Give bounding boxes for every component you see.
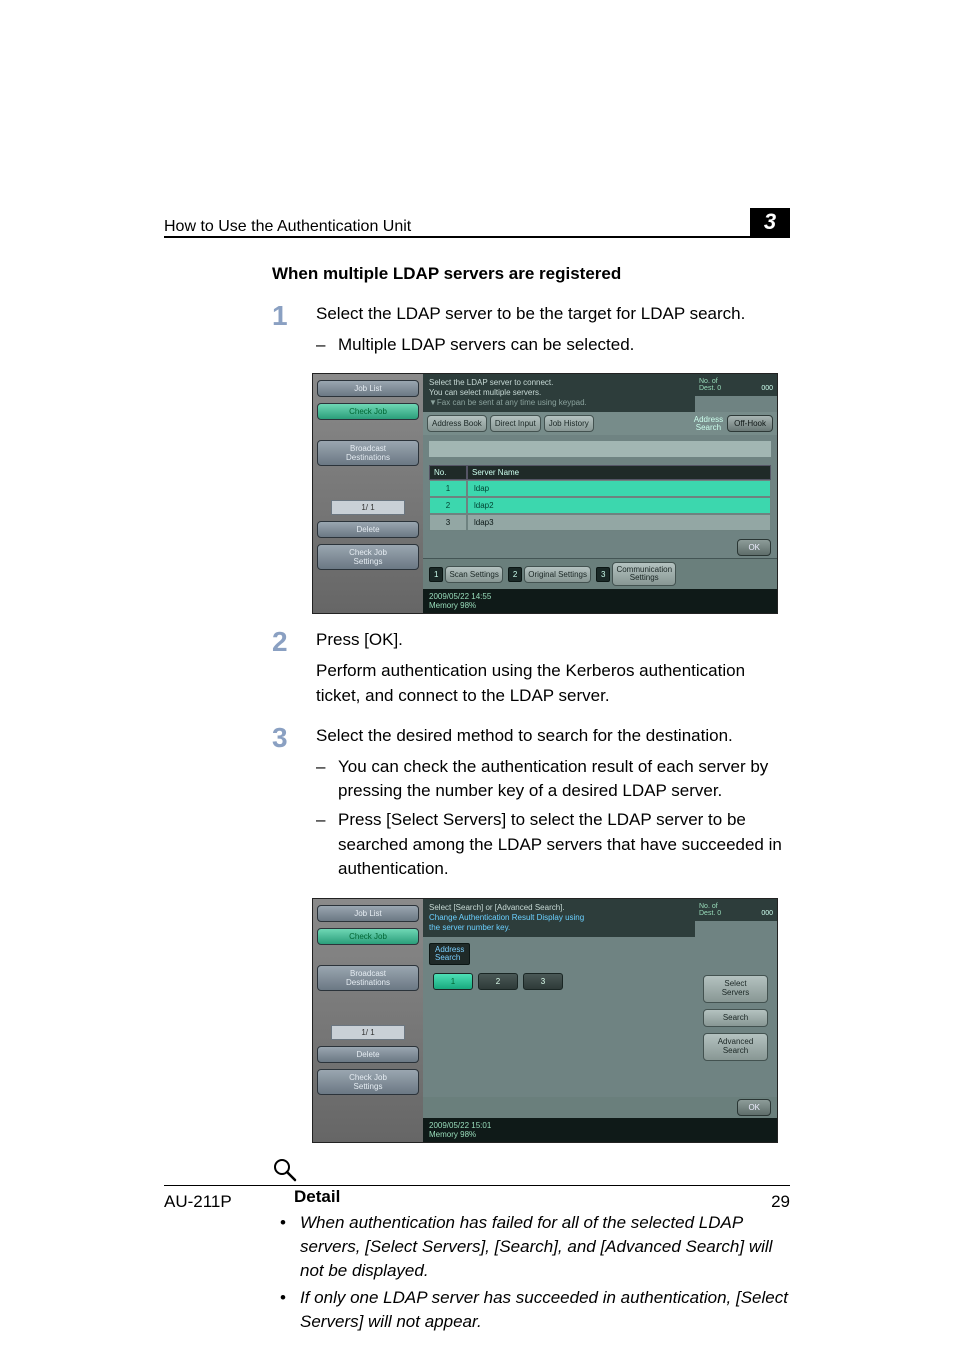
advanced-search-button[interactable]: Advanced Search xyxy=(703,1033,768,1061)
tab-job-history[interactable]: Job History xyxy=(544,415,594,432)
step-text: Select the LDAP server to be the target … xyxy=(316,302,790,327)
job-list-button[interactable]: Job List xyxy=(317,905,419,922)
address-search-label[interactable]: Address Search xyxy=(694,416,723,432)
detail-bullets: When authentication has failed for all o… xyxy=(272,1211,790,1334)
table-row[interactable]: 1 ldap xyxy=(429,480,771,497)
step-body: Select the desired method to search for … xyxy=(316,724,790,890)
msg-line: You can select multiple servers. xyxy=(429,388,689,398)
step-number: 1 xyxy=(272,302,316,365)
footer-page-number: 29 xyxy=(771,1192,790,1212)
dest-label: No. ofDest. 0 xyxy=(699,378,721,392)
step-3: 3 Select the desired method to search fo… xyxy=(272,724,790,890)
page-counter: 1/ 1 xyxy=(331,500,405,515)
check-job-button[interactable]: Check Job xyxy=(317,403,419,420)
step-number: 2 xyxy=(272,628,316,714)
server-tab-1[interactable]: 1 xyxy=(433,973,473,990)
broadcast-button[interactable]: Broadcast Destinations xyxy=(317,965,419,991)
delete-button[interactable]: Delete xyxy=(317,521,419,538)
table-row[interactable]: 3 ldap3 xyxy=(429,514,771,531)
step-2: 2 Press [OK]. Perform authentication usi… xyxy=(272,628,790,714)
num-badge-1: 1 xyxy=(429,567,443,582)
msg-line: Select [Search] or [Advanced Search]. xyxy=(429,903,689,913)
msg-line: the server number key. xyxy=(429,923,689,933)
check-settings-button[interactable]: Check Job Settings xyxy=(317,544,419,570)
broadcast-button[interactable]: Broadcast Destinations xyxy=(317,440,419,466)
step-body: Select the LDAP server to be the target … xyxy=(316,302,790,365)
check-job-button[interactable]: Check Job xyxy=(317,928,419,945)
detail-bullet: When authentication has failed for all o… xyxy=(272,1211,790,1282)
header-rule xyxy=(164,236,790,238)
section-heading: When multiple LDAP servers are registere… xyxy=(272,264,790,284)
ok-button[interactable]: OK xyxy=(737,1099,771,1116)
bullet: You can check the authentication result … xyxy=(316,755,790,804)
status-datetime: 2009/05/22 14:55 Memory 98% xyxy=(429,592,491,610)
detail-block: Detail When authentication has failed fo… xyxy=(272,1157,790,1334)
status-datetime: 2009/05/22 15:01 Memory 98% xyxy=(429,1121,491,1139)
msg-line: ▼Fax can be sent at any time using keypa… xyxy=(429,398,689,408)
bullet: Press [Select Servers] to select the LDA… xyxy=(316,808,790,882)
footer-model: AU-211P xyxy=(164,1192,232,1212)
address-search-tag: Address Search xyxy=(429,943,470,965)
job-list-button[interactable]: Job List xyxy=(317,380,419,397)
running-header: How to Use the Authentication Unit 3 xyxy=(164,208,790,236)
scan-settings-button[interactable]: Scan Settings xyxy=(445,566,502,583)
step-text: Select the desired method to search for … xyxy=(316,724,790,749)
step-number: 3 xyxy=(272,724,316,890)
original-settings-button[interactable]: Original Settings xyxy=(524,566,591,583)
page: How to Use the Authentication Unit 3 Whe… xyxy=(0,0,954,1350)
ok-button[interactable]: OK xyxy=(737,539,771,556)
device-screenshot-2: Job List Check Job Broadcast Destination… xyxy=(312,898,776,1143)
col-server-name: Server Name xyxy=(467,465,771,480)
magnifier-icon xyxy=(272,1157,790,1183)
bullet: Multiple LDAP servers can be selected. xyxy=(316,333,790,358)
chapter-number: 3 xyxy=(750,208,790,236)
delete-button[interactable]: Delete xyxy=(317,1046,419,1063)
content-area: When multiple LDAP servers are registere… xyxy=(164,258,790,1338)
comm-settings-button[interactable]: Communication Settings xyxy=(612,562,676,586)
step-body: Press [OK]. Perform authentication using… xyxy=(316,628,790,714)
msg-line: Select the LDAP server to connect. xyxy=(429,378,689,388)
num-badge-3: 3 xyxy=(596,567,610,582)
server-tab-2[interactable]: 2 xyxy=(478,973,518,990)
tab-address-book[interactable]: Address Book xyxy=(427,415,487,432)
step-bullets: Multiple LDAP servers can be selected. xyxy=(316,333,790,358)
title-band xyxy=(429,441,771,457)
server-table: No. Server Name 1 ldap 2 ldap2 xyxy=(429,465,771,531)
dest-count: 000 xyxy=(761,385,773,392)
col-no: No. xyxy=(429,465,467,480)
table-row[interactable]: 2 ldap2 xyxy=(429,497,771,514)
step-1: 1 Select the LDAP server to be the targe… xyxy=(272,302,790,365)
step-bullets: You can check the authentication result … xyxy=(316,755,790,882)
device-screenshot-1: Job List Check Job Broadcast Destination… xyxy=(312,373,776,614)
page-counter: 1/ 1 xyxy=(331,1025,405,1040)
msg-line: Change Authentication Result Display usi… xyxy=(429,913,689,923)
check-settings-button[interactable]: Check Job Settings xyxy=(317,1069,419,1095)
tab-direct-input[interactable]: Direct Input xyxy=(490,415,541,432)
step-text: Press [OK]. xyxy=(316,628,790,653)
server-tab-3[interactable]: 3 xyxy=(523,973,563,990)
page-footer: AU-211P 29 xyxy=(164,1185,790,1212)
search-button[interactable]: Search xyxy=(703,1009,768,1028)
select-servers-button[interactable]: Select Servers xyxy=(703,975,768,1003)
dest-count: 000 xyxy=(761,910,773,917)
num-badge-2: 2 xyxy=(508,567,522,582)
step-para: Perform authentication using the Kerbero… xyxy=(316,659,790,708)
off-hook-button[interactable]: Off-Hook xyxy=(727,415,773,432)
detail-bullet: If only one LDAP server has succeeded in… xyxy=(272,1286,790,1334)
header-title: How to Use the Authentication Unit xyxy=(164,218,411,236)
dest-label: No. ofDest. 0 xyxy=(699,903,721,917)
